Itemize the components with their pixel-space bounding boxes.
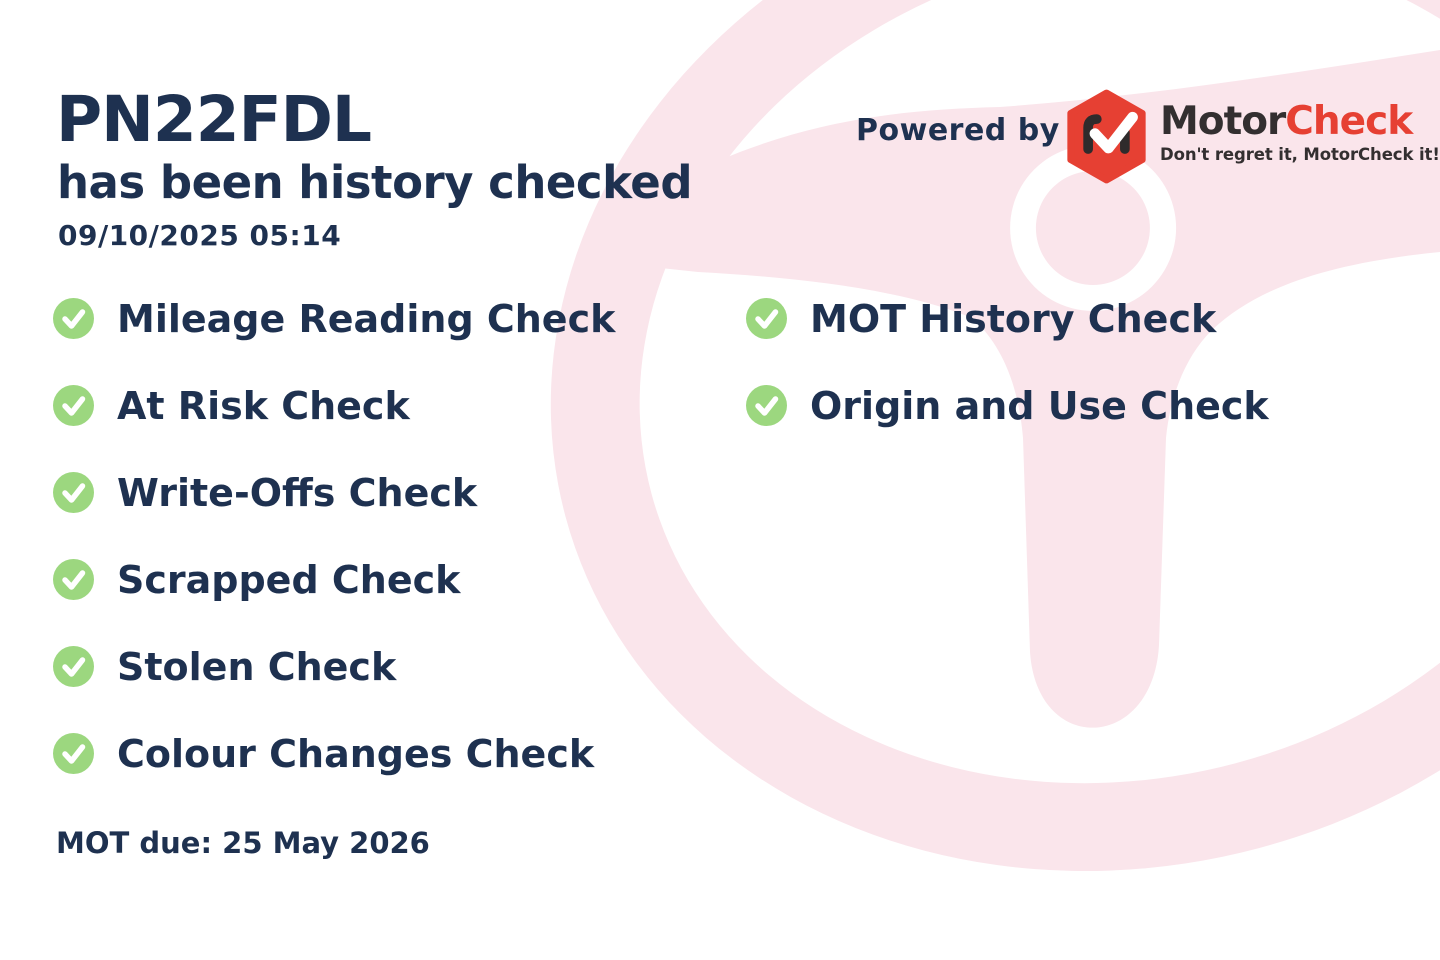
- green-check-circle-icon: [746, 384, 787, 426]
- green-check-circle-icon: [53, 558, 94, 600]
- check-item-label: Scrapped Check: [117, 558, 461, 602]
- vehicle-registration: PN22FDL: [56, 83, 372, 156]
- motorcheck-hexagon-check-icon: [1067, 89, 1146, 184]
- check-list-item: Mileage Reading Check: [53, 296, 615, 340]
- brand-block: MotorCheck Don't regret it, MotorCheck i…: [1160, 99, 1440, 164]
- check-list-item: Scrapped Check: [53, 557, 615, 601]
- check-item-label: Origin and Use Check: [810, 384, 1269, 428]
- green-check-circle-icon: [53, 471, 94, 513]
- brand-tagline: Don't regret it, MotorCheck it!: [1160, 144, 1440, 164]
- check-list-left: Mileage Reading Check At Risk Check Writ…: [53, 296, 615, 775]
- brand-name-primary: Motor: [1160, 99, 1286, 144]
- check-item-label: At Risk Check: [117, 384, 410, 428]
- check-item-label: Stolen Check: [117, 645, 397, 689]
- check-list-item: Write-Offs Check: [53, 470, 615, 514]
- page-subtitle: has been history checked: [57, 156, 693, 209]
- green-check-circle-icon: [746, 297, 787, 339]
- powered-by-label: Powered by: [856, 113, 1060, 148]
- green-check-circle-icon: [53, 732, 94, 774]
- mot-due-date: MOT due: 25 May 2026: [56, 826, 430, 860]
- brand-name-secondary: Check: [1285, 99, 1413, 144]
- check-list-item: Colour Changes Check: [53, 731, 615, 775]
- green-check-circle-icon: [53, 645, 94, 687]
- check-list-right: MOT History Check Origin and Use Check: [746, 296, 1269, 427]
- check-item-label: Colour Changes Check: [117, 732, 595, 776]
- check-list-item: Origin and Use Check: [746, 383, 1269, 427]
- check-item-label: Write-Offs Check: [117, 471, 478, 515]
- check-timestamp: 09/10/2025 05:14: [58, 219, 342, 252]
- check-list-item: Stolen Check: [53, 644, 615, 688]
- check-list-item: MOT History Check: [746, 296, 1269, 340]
- brand-name: MotorCheck: [1160, 99, 1420, 144]
- check-item-label: Mileage Reading Check: [117, 297, 616, 341]
- check-item-label: MOT History Check: [810, 297, 1217, 341]
- check-list-item: At Risk Check: [53, 383, 615, 427]
- green-check-circle-icon: [53, 384, 94, 426]
- green-check-circle-icon: [53, 297, 94, 339]
